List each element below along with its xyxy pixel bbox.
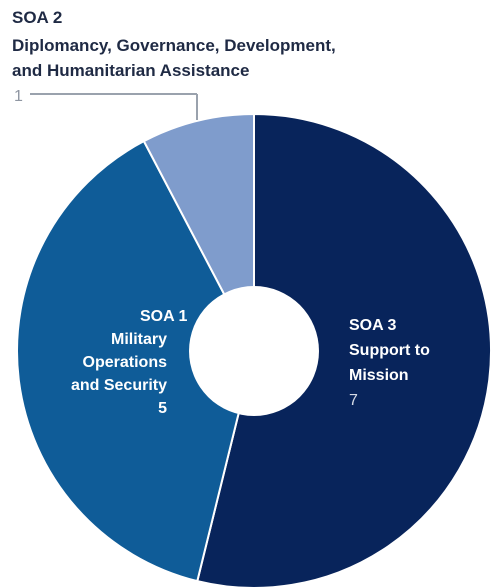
soa3-label-line-2: Support to [349,342,430,359]
soa2-label-line-2: Diplomancy, Governance, Development, [12,36,336,55]
soa1-label-line-3: Operations [83,354,168,371]
soa3-label-line-1: SOA 3 [349,317,397,334]
soa1-label-line-2: Military [111,331,167,348]
soa1-slice [16,139,256,583]
soa2-label-line-3: and Humanitarian Assistance [12,61,249,80]
soa3-slice [196,112,491,588]
soa1-value-label: 5 [158,400,167,417]
soa1-label-line-4: and Security [71,377,167,394]
soa1-label-line-1: SOA 1 [140,308,188,325]
soa2-label-line-1: SOA 2 [12,8,62,27]
soa3-value-label: 7 [349,392,358,409]
slices-layer [16,112,491,588]
soa2-slice [142,112,255,352]
center-hole [189,286,319,416]
soa2-value-label: 1 [14,88,23,105]
soa3-label-line-3: Mission [349,367,409,384]
